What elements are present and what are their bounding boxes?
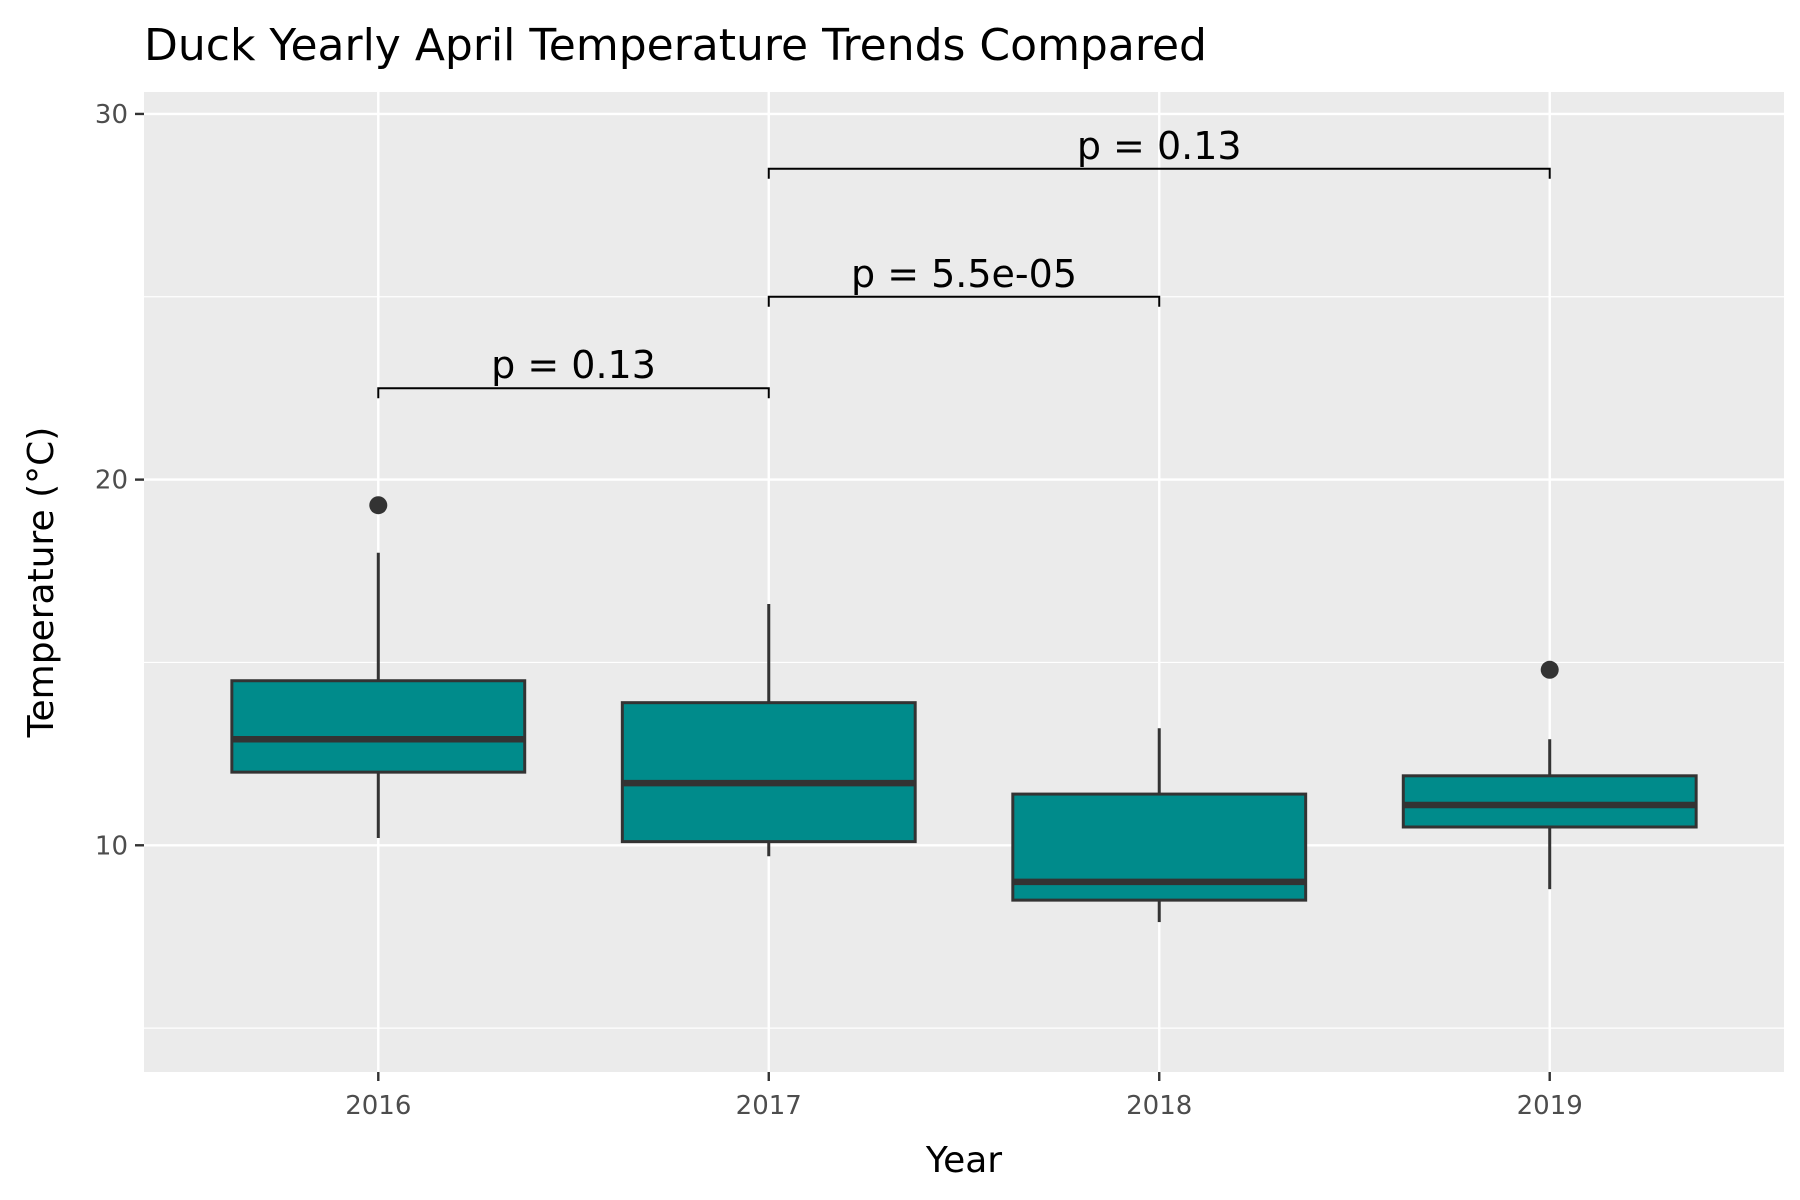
y-axis-title: Temperature (°C) (21, 427, 62, 739)
bracket-line (767, 295, 1161, 307)
box-iqr (1401, 774, 1698, 829)
comparison-brackets: p = 0.13 p = 5.5e-05 p = 0.13 (377, 124, 1551, 399)
p-value-label: p = 0.13 (1077, 124, 1242, 168)
y-tick-label: 20 (95, 466, 128, 496)
plot-panel (144, 92, 1784, 1072)
p-value-label: p = 0.13 (491, 343, 656, 387)
x-tick-label: 2018 (1126, 1091, 1192, 1121)
y-tick-label: 30 (95, 100, 128, 130)
box-iqr (620, 701, 917, 844)
bracket-line (767, 167, 1551, 179)
box-2017 (620, 603, 917, 857)
p-value-label: p = 5.5e-05 (851, 252, 1077, 296)
x-axis: 2016 2017 2018 2019 (345, 1072, 1583, 1121)
comparison-2017-2019: p = 0.13 (767, 124, 1551, 179)
y-tick-label: 10 (95, 831, 128, 861)
outlier-point (1540, 660, 1559, 679)
comparison-2017-2018: p = 5.5e-05 (767, 252, 1161, 307)
major-gridlines (144, 92, 1784, 1072)
outlier-point (369, 496, 388, 515)
boxes-layer (230, 496, 1698, 923)
y-axis: 10 20 30 (95, 100, 144, 861)
box-iqr (230, 679, 527, 774)
box-2016 (230, 496, 527, 838)
x-tick-label: 2019 (1517, 1091, 1583, 1121)
comparison-2016-2017: p = 0.13 (377, 343, 770, 399)
x-tick-label: 2017 (736, 1091, 802, 1121)
chart-title: Duck Yearly April Temperature Trends Com… (144, 20, 1207, 71)
bracket-line (377, 387, 770, 399)
x-tick-label: 2016 (345, 1091, 411, 1121)
box-2018 (1011, 728, 1308, 923)
x-axis-title: Year (925, 1140, 1002, 1181)
box-2019 (1401, 660, 1698, 890)
